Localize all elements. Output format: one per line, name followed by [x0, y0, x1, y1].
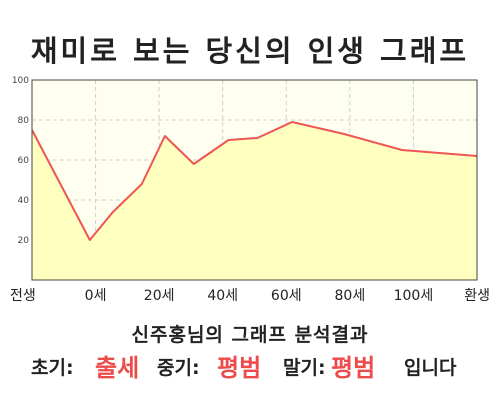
life-graph-chart: 20 40 60 80 100 전생 0세 20세 40세 60세 80세 100세 환생 — [10, 76, 490, 304]
x-tick-label: 80세 — [335, 288, 366, 304]
area-fill — [32, 122, 477, 280]
x-tick-label: 환생 — [464, 288, 490, 304]
y-axis-ticks: 20 40 60 80 100 — [12, 76, 29, 246]
y-tick-label: 20 — [18, 236, 30, 246]
y-tick-label: 60 — [18, 156, 30, 166]
ending-text: 입니다 — [404, 357, 457, 379]
x-tick-label: 40세 — [207, 288, 238, 304]
x-tick-label: 60세 — [271, 288, 302, 304]
middle-stage-label: 중기: — [157, 357, 200, 379]
series-line — [31, 121, 478, 241]
chart-title: 재미로 보는 당신의 인생 그래프 — [30, 34, 470, 68]
early-stage-value: 출세 — [95, 354, 140, 382]
x-tick-label: 20세 — [144, 288, 175, 304]
x-axis-ticks: 전생 0세 20세 40세 60세 80세 100세 환생 — [10, 288, 490, 304]
early-stage-label: 초기: — [31, 357, 74, 379]
plot-border — [31, 79, 478, 281]
y-tick-label: 80 — [18, 116, 30, 126]
life-stage-results: 초기: 출세 중기: 평범 말기: 평범 입니다 — [0, 345, 500, 385]
late-stage-label: 말기: — [283, 357, 326, 379]
x-tick-label: 0세 — [85, 288, 107, 304]
middle-stage-value: 평범 — [217, 354, 262, 382]
y-tick-label: 40 — [18, 196, 30, 206]
y-tick-label: 100 — [12, 76, 29, 86]
analysis-summary: 신주홍님의 그래프 분석결과 — [131, 324, 369, 346]
late-stage-value: 평범 — [331, 354, 376, 382]
x-tick-label: 전생 — [10, 288, 36, 304]
x-tick-label: 100세 — [394, 288, 434, 304]
